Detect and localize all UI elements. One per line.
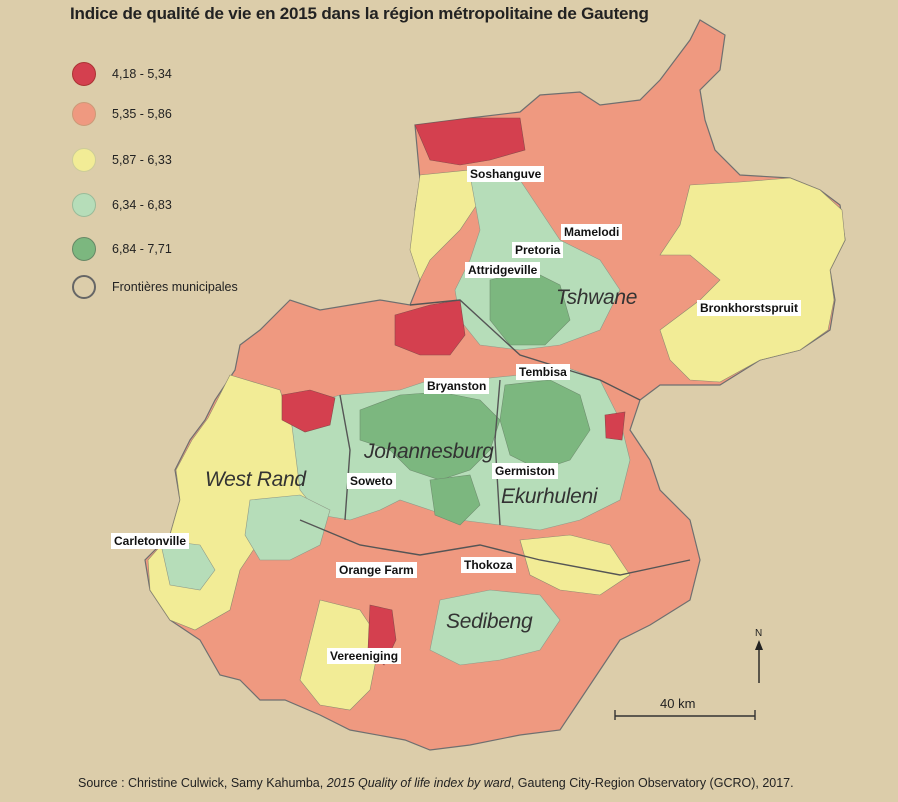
zone-west-lightgreen xyxy=(159,539,216,591)
source-note: Source : Christine Culwick, Samy Kahumba… xyxy=(78,776,794,790)
scale-bar xyxy=(614,710,756,720)
zone-east-yellow xyxy=(659,177,846,383)
zone-ekurhuleni-darkgreen xyxy=(499,379,591,471)
north-label: N xyxy=(755,628,763,639)
region-label-west-rand: West Rand xyxy=(205,468,306,491)
legend-swatch xyxy=(72,102,96,126)
place-label-soweto: Soweto xyxy=(347,473,396,489)
zone-westrand-lightgreen xyxy=(244,494,331,561)
legend-swatch xyxy=(72,193,96,217)
north-arrow xyxy=(755,640,763,683)
zone-ekurhuleni-yellow xyxy=(519,534,631,596)
source-title: 2015 Quality of life index by ward xyxy=(326,776,511,790)
source-prefix: Source : Christine Culwick, Samy Kahumba… xyxy=(78,776,327,790)
scale-label: 40 km xyxy=(660,696,696,711)
region-label-johannesburg: Johannesburg xyxy=(364,440,494,463)
legend-label: 4,18 - 5,34 xyxy=(112,67,172,81)
legend-item: 5,87 - 6,33 xyxy=(72,146,172,174)
legend-item: 6,84 - 7,71 xyxy=(72,235,172,263)
legend-label: 5,87 - 6,33 xyxy=(112,153,172,167)
zone-south-darkgreen xyxy=(429,474,481,526)
legend-swatch-boundary xyxy=(72,275,96,299)
legend-label: Frontières municipales xyxy=(112,280,238,294)
place-label-bronkhorstspruit: Bronkhorstspruit xyxy=(697,300,802,316)
place-label-attridgeville: Attridgeville xyxy=(465,262,541,278)
zone-west-red xyxy=(394,299,466,356)
legend-item: 5,35 - 5,86 xyxy=(72,100,172,128)
gauteng-map xyxy=(144,19,846,751)
place-label-thokoza: Thokoza xyxy=(461,557,516,573)
place-label-soshanguve: Soshanguve xyxy=(467,166,545,182)
region-label-tshwane: Tshwane xyxy=(556,286,638,309)
legend-swatch xyxy=(72,148,96,172)
legend-label: 6,34 - 6,83 xyxy=(112,198,172,212)
legend-label: 5,35 - 5,86 xyxy=(112,107,172,121)
place-label-orange-farm: Orange Farm xyxy=(336,562,417,578)
region-label-ekurhuleni: Ekurhuleni xyxy=(501,485,598,508)
municipal-boundary xyxy=(409,299,641,401)
municipal-boundary xyxy=(339,394,351,521)
map-title: Indice de qualité de vie en 2015 dans la… xyxy=(70,4,649,23)
place-label-tembisa: Tembisa xyxy=(516,364,570,380)
place-label-pretoria: Pretoria xyxy=(512,242,564,258)
place-label-mamelodi: Mamelodi xyxy=(561,224,623,240)
source-suffix: , Gauteng City-Region Observatory (GCRO)… xyxy=(510,776,794,790)
legend-item: 6,34 - 6,83 xyxy=(72,191,172,219)
legend-swatch xyxy=(72,237,96,261)
legend-label: 6,84 - 7,71 xyxy=(112,242,172,256)
zone-westrand-red xyxy=(281,389,336,433)
municipal-boundary xyxy=(299,519,691,576)
zone-soshanguve-red xyxy=(414,117,526,166)
legend-item: 4,18 - 5,34 xyxy=(72,60,172,88)
legend-item: Frontières municipales xyxy=(72,273,238,301)
place-label-vereeniging: Vereeniging xyxy=(327,648,402,664)
place-label-carletonville: Carletonville xyxy=(111,533,190,549)
place-label-bryanston: Bryanston xyxy=(424,378,490,394)
zone-east-red xyxy=(604,411,626,441)
zone-sedibeng-lightgreen xyxy=(429,589,561,666)
legend-swatch xyxy=(72,62,96,86)
region-label-sedibeng: Sedibeng xyxy=(446,610,533,633)
place-label-germiston: Germiston xyxy=(492,463,559,479)
municipal-boundary xyxy=(494,379,501,526)
